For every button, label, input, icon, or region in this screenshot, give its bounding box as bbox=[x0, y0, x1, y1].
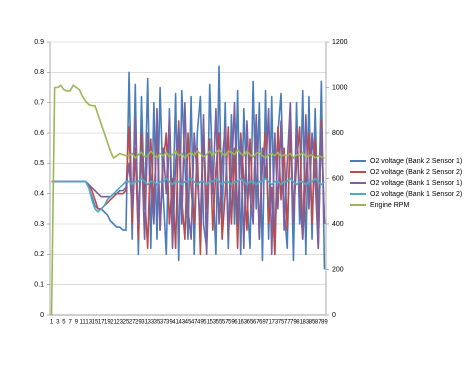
x-tick-label: 65 bbox=[247, 320, 254, 326]
series-line bbox=[51, 120, 326, 256]
x-tick-label: 53 bbox=[209, 320, 216, 326]
x-tick-label: 33 bbox=[147, 320, 154, 326]
x-tick-label: 15 bbox=[92, 320, 99, 326]
x-tick-label: 39 bbox=[166, 320, 173, 326]
x-tick-label: 47 bbox=[191, 320, 198, 326]
x-tick-label: 1 bbox=[50, 320, 54, 326]
x-tick-label: 27 bbox=[129, 320, 136, 326]
x-tick-label: 89 bbox=[321, 320, 328, 326]
x-tick-label: 83 bbox=[302, 320, 309, 326]
x-tick-label: 17 bbox=[98, 320, 105, 326]
x-tick-label: 61 bbox=[234, 320, 241, 326]
y-tick-label: 0.1 bbox=[34, 282, 44, 289]
legend-label: O2 voltage (Bank 1 Sensor 2) bbox=[370, 191, 462, 198]
legend-label: Engine RPM bbox=[370, 202, 409, 209]
x-tick-label: 55 bbox=[216, 320, 223, 326]
y-tick-label: 0.5 bbox=[34, 160, 44, 167]
x-tick-label: 19 bbox=[104, 320, 111, 326]
y2-tick-label: 1000 bbox=[332, 84, 348, 91]
x-tick-label: 69 bbox=[259, 320, 266, 326]
x-tick-label: 57 bbox=[222, 320, 229, 326]
x-tick-label: 67 bbox=[253, 320, 260, 326]
x-tick-label: 43 bbox=[178, 320, 185, 326]
y2-tick-label: 600 bbox=[332, 175, 344, 182]
x-tick-label: 77 bbox=[284, 320, 291, 326]
y-tick-label: 0.7 bbox=[34, 100, 44, 107]
x-tick-label: 73 bbox=[271, 320, 278, 326]
x-tick-label: 63 bbox=[240, 320, 247, 326]
x-tick-label: 51 bbox=[203, 320, 210, 326]
x-tick-label: 23 bbox=[116, 320, 123, 326]
y-tick-label: 0.8 bbox=[34, 69, 44, 76]
y-tick-label: 0.6 bbox=[34, 130, 44, 137]
x-tick-label: 3 bbox=[56, 320, 60, 326]
y-tick-label: 0.4 bbox=[34, 191, 44, 198]
y-tick-label: 0 bbox=[40, 312, 44, 319]
x-tick-label: 11 bbox=[79, 320, 86, 326]
legend-label: O2 voltage (Bank 2 Sensor 1) bbox=[370, 158, 462, 165]
legend-label: O2 voltage (Bank 2 Sensor 2) bbox=[370, 169, 462, 176]
y-tick-label: 0.3 bbox=[34, 221, 44, 228]
x-tick-label: 81 bbox=[296, 320, 303, 326]
x-tick-label: 85 bbox=[309, 320, 316, 326]
y-tick-label: 0.9 bbox=[34, 39, 44, 46]
x-tick-label: 29 bbox=[135, 320, 142, 326]
y2-tick-label: 1200 bbox=[332, 39, 348, 46]
x-tick-label: 75 bbox=[278, 320, 285, 326]
y2-tick-label: 0 bbox=[332, 312, 336, 319]
x-tick-label: 79 bbox=[290, 320, 297, 326]
x-tick-label: 35 bbox=[154, 320, 161, 326]
legend-label: O2 voltage (Bank 1 Sensor 1) bbox=[370, 180, 462, 187]
x-tick-label: 37 bbox=[160, 320, 167, 326]
y2-tick-label: 400 bbox=[332, 221, 344, 228]
x-tick-label: 71 bbox=[265, 320, 272, 326]
series-line bbox=[51, 177, 326, 213]
x-tick-label: 13 bbox=[85, 320, 92, 326]
x-tick-label: 5 bbox=[62, 320, 66, 326]
x-tick-label: 87 bbox=[315, 320, 322, 326]
x-tick-label: 49 bbox=[197, 320, 204, 326]
x-tick-label: 9 bbox=[75, 320, 79, 326]
x-tick-label: 45 bbox=[185, 320, 192, 326]
y-tick-label: 0.2 bbox=[34, 251, 44, 258]
x-tick-label: 7 bbox=[68, 320, 72, 326]
x-tick-label: 31 bbox=[141, 320, 148, 326]
series-line bbox=[51, 101, 326, 256]
x-tick-label: 25 bbox=[123, 320, 130, 326]
x-tick-label: 59 bbox=[228, 320, 235, 326]
y2-tick-label: 800 bbox=[332, 130, 344, 137]
x-tick-label: 41 bbox=[172, 320, 179, 326]
series-line bbox=[50, 84, 325, 316]
y2-tick-label: 200 bbox=[332, 266, 344, 273]
x-tick-label: 21 bbox=[110, 320, 117, 326]
